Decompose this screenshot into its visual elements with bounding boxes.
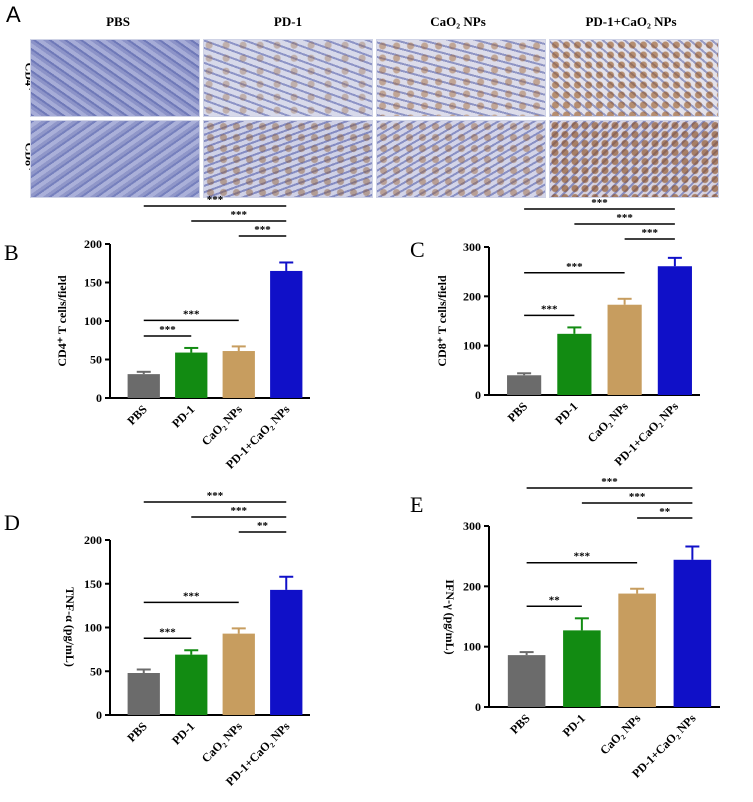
column-header-combo: PD-1+CaO₂ NPs (585, 14, 677, 29)
bar-2 (175, 654, 208, 715)
micrograph-combo-cd8 (549, 120, 719, 198)
bar-1 (127, 374, 160, 398)
significance-label: *** (231, 209, 248, 221)
category-label: PD-1 (552, 399, 580, 427)
y-tick-label: 0 (475, 388, 481, 402)
bar-4 (270, 270, 303, 398)
micrograph-cao2-cd8 (376, 120, 546, 198)
significance-label: *** (231, 505, 248, 517)
panel-letter: C (410, 237, 425, 262)
bar-1 (127, 673, 160, 715)
y-tick-label: 50 (90, 664, 102, 678)
panel-letter-a: A (6, 2, 21, 27)
micrograph-pd1-cd4 (203, 39, 373, 117)
column-header-pd1: PD-1 (273, 14, 303, 29)
bar-3 (222, 351, 255, 398)
significance-label: *** (616, 212, 633, 224)
bar-4 (270, 589, 303, 715)
chart-c: C 0 100 200 300 CD8⁺ T cells/field PBS PD-1 CaO₂… (410, 197, 700, 469)
category-label: PD-1 (560, 711, 588, 739)
y-tick-label: 0 (96, 708, 102, 722)
y-tick-label: 200 (84, 533, 102, 547)
significance-label: *** (574, 551, 591, 563)
significance-label: *** (642, 227, 659, 239)
y-tick-label: 100 (84, 314, 102, 328)
bar-1 (507, 375, 542, 395)
significance-label: ** (659, 506, 671, 518)
y-tick-label: 50 (90, 353, 102, 367)
category-label: PD-1 (169, 402, 197, 430)
y-tick-label: 100 (84, 621, 102, 635)
significance-label: ** (549, 594, 561, 606)
y-tick-label: 200 (84, 237, 102, 251)
bar-4 (673, 559, 712, 707)
y-tick-label: 200 (463, 289, 481, 303)
panel-letter: B (4, 240, 19, 265)
significance-label: *** (159, 626, 176, 638)
significance-label: *** (566, 261, 583, 273)
y-tick-label: 300 (463, 519, 481, 533)
micrograph-pd1-cd8 (203, 120, 373, 198)
micrograph-combo-cd4 (549, 39, 719, 117)
significance-label: *** (183, 590, 200, 602)
significance-label: *** (591, 197, 608, 209)
micrograph-cao2-cd4 (376, 39, 546, 117)
y-tick-label: 100 (463, 339, 481, 353)
category-label: CaO₂ NPs (597, 711, 643, 757)
bar-1 (507, 655, 546, 707)
column-header-cao2: CaO₂ NPs (430, 14, 486, 29)
category-label: CaO₂ NPs (585, 399, 631, 445)
significance-label: *** (254, 224, 271, 236)
y-tick-label: 200 (463, 579, 481, 593)
bar-3 (222, 633, 255, 715)
bar-3 (618, 593, 656, 707)
micrograph-pbs-cd8 (30, 120, 200, 198)
significance-label: ** (257, 520, 269, 532)
category-label: CaO₂ NPs (199, 402, 245, 448)
bar-2 (175, 352, 208, 398)
significance-label: *** (207, 194, 224, 206)
y-tick-label: 300 (463, 240, 481, 254)
y-axis-label: TNF-α (pg/mL) (63, 587, 77, 667)
bar-2 (557, 333, 592, 395)
y-tick-label: 150 (84, 276, 102, 290)
bar-2 (563, 630, 601, 707)
y-tick-label: 0 (96, 391, 102, 405)
category-label: PD-1 (169, 719, 197, 747)
micrograph-pbs-cd4 (30, 39, 200, 117)
category-label: PBS (505, 399, 531, 425)
y-tick-label: 0 (475, 700, 481, 714)
y-tick-label: 100 (463, 640, 481, 654)
panel-letter: E (410, 492, 423, 517)
y-axis-label: CD4⁺ T cells/field (55, 275, 69, 367)
bar-3 (607, 304, 642, 395)
category-label: CaO₂ NPs (199, 719, 245, 765)
y-axis-label: CD8⁺ T cells/field (435, 275, 449, 367)
panel-letter: D (4, 510, 20, 535)
significance-label: *** (541, 303, 558, 315)
y-axis-label: IFN-γ (pg/mL) (443, 579, 457, 654)
significance-label: *** (183, 308, 200, 320)
significance-label: *** (601, 476, 618, 488)
column-header-pbs: PBS (106, 14, 130, 29)
chart-b: B 0 50 100 150 200 CD4⁺ T cells/field PBS PD-1 Ca… (4, 194, 310, 472)
significance-label: *** (629, 491, 646, 503)
significance-label: *** (159, 324, 176, 336)
category-label: PBS (507, 711, 533, 737)
y-tick-label: 150 (84, 577, 102, 591)
chart-d: D 0 50 100 150 200 TNF-α (pg/mL) PBS PD-1 CaO₂ NP… (4, 490, 310, 789)
category-label: PBS (124, 402, 150, 428)
category-label: PBS (124, 719, 150, 745)
significance-label: *** (207, 490, 224, 502)
bar-4 (657, 266, 692, 395)
